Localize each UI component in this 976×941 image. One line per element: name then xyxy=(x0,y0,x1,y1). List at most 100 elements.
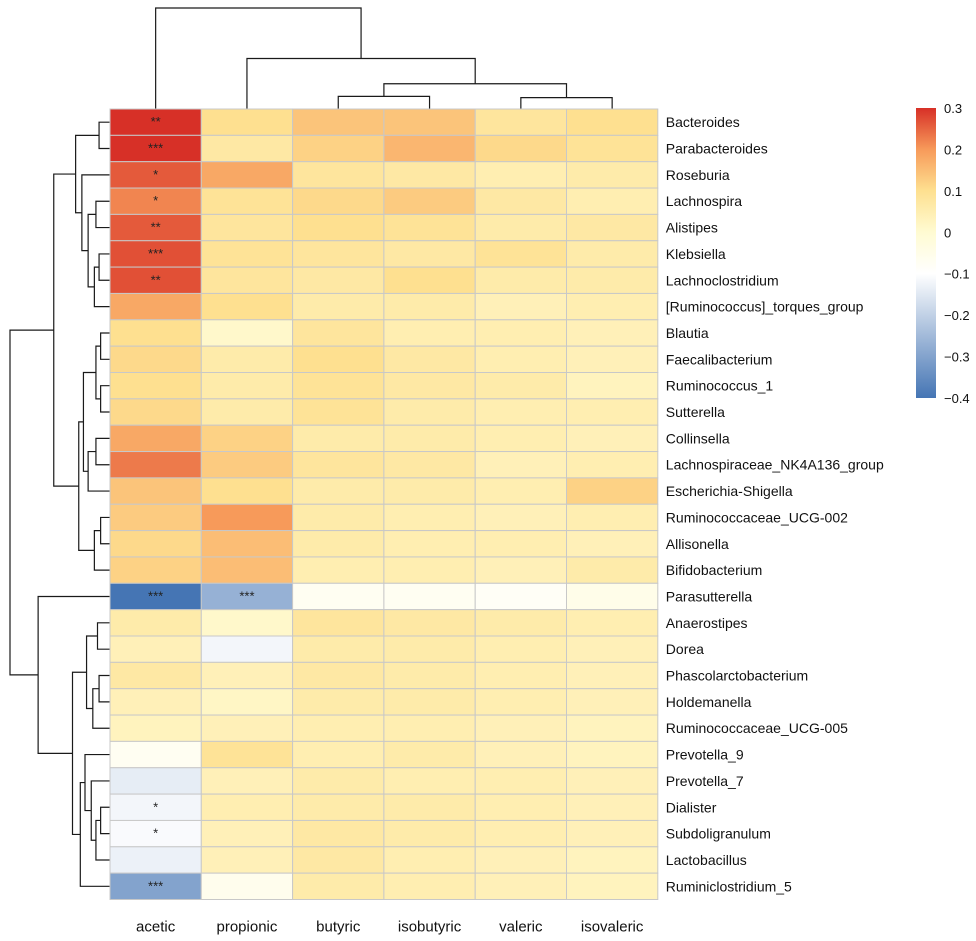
heatmap-cell xyxy=(200,503,294,532)
legend-tick-label: −0.4 xyxy=(944,391,970,406)
heatmap-cell xyxy=(200,767,294,795)
heatmap-cell xyxy=(292,372,385,400)
legend-tick-label: −0.3 xyxy=(944,350,970,365)
heatmap-cell xyxy=(109,292,202,321)
heatmap-cell xyxy=(292,872,385,901)
heatmap-cell xyxy=(292,477,385,505)
heatmap-cell xyxy=(566,846,659,874)
heatmap-cell xyxy=(109,661,202,690)
heatmap-cell xyxy=(383,530,476,558)
heatmap-cell xyxy=(566,451,659,479)
heatmap-cell xyxy=(474,292,568,321)
row-label: Dorea xyxy=(666,641,704,657)
dendrogram-branch xyxy=(98,121,110,150)
heatmap-cell xyxy=(383,213,476,242)
dendrogram-branch xyxy=(98,674,110,703)
significance-mark: ** xyxy=(151,220,161,235)
heatmap-cell xyxy=(109,872,202,901)
heatmap-cell xyxy=(566,108,659,136)
row-label: Alistipes xyxy=(666,220,718,236)
column-label: butyric xyxy=(316,919,361,936)
heatmap-cell xyxy=(109,635,202,663)
heatmap-cell xyxy=(383,319,476,347)
heatmap-cell xyxy=(383,424,476,453)
heatmap-cell xyxy=(109,477,202,505)
heatmap-cell xyxy=(109,556,202,584)
dendrogram-branch xyxy=(337,95,431,109)
heatmap-cell xyxy=(474,846,568,874)
heatmap-cell xyxy=(292,345,385,373)
heatmap-cell xyxy=(566,161,659,189)
heatmap-cell xyxy=(474,530,568,558)
heatmap-cell xyxy=(383,345,476,373)
heatmap-cell xyxy=(474,424,568,453)
heatmap-cell xyxy=(200,477,294,505)
dendrogram-branch xyxy=(78,421,95,551)
dendrogram-branch xyxy=(93,530,110,571)
row-label: Klebsiella xyxy=(666,246,726,262)
heatmap-cell xyxy=(200,451,294,479)
heatmap-cell xyxy=(383,503,476,532)
heatmap-cell xyxy=(383,819,476,848)
significance-marks: ***************** ******** xyxy=(148,114,254,893)
dendrogram-branch xyxy=(82,371,96,472)
significance-mark: * xyxy=(153,799,158,814)
row-label: Anaerostipes xyxy=(666,615,748,631)
heatmap-cell xyxy=(200,793,294,821)
legend-tick-label: 0 xyxy=(944,225,951,240)
heatmap-cell xyxy=(109,398,202,426)
row-label: Parasutterella xyxy=(666,588,753,604)
heatmap-cell xyxy=(566,266,659,294)
heatmap-cell xyxy=(383,688,476,716)
heatmap-cell xyxy=(200,556,294,584)
legend-tick-label: 0.2 xyxy=(944,142,962,157)
dendrogram-branch xyxy=(95,437,110,466)
column-label: isobutyric xyxy=(398,919,462,936)
heatmap-cell xyxy=(383,451,476,479)
heatmap-cell xyxy=(566,477,659,505)
heatmap-cell xyxy=(292,424,385,453)
row-label: Bacteroides xyxy=(666,114,740,130)
heatmap-cell xyxy=(383,740,476,769)
heatmap-cell xyxy=(566,688,659,716)
heatmap-cell xyxy=(566,767,659,795)
heatmap-cell xyxy=(200,372,294,400)
heatmap-cell xyxy=(383,187,476,215)
row-label: Blautia xyxy=(666,325,709,341)
row-label: Roseburia xyxy=(666,167,730,183)
heatmap-cell xyxy=(292,714,385,742)
heatmap-cell xyxy=(383,372,476,400)
dendrogram-branch xyxy=(92,688,110,729)
heatmap-cell xyxy=(200,530,294,558)
heatmap-cell xyxy=(292,503,385,532)
heatmap-cell xyxy=(566,714,659,742)
heatmap-cell xyxy=(566,398,659,426)
significance-mark: *** xyxy=(148,588,163,603)
heatmap-cell xyxy=(292,582,385,611)
dendrogram-branch xyxy=(100,332,110,360)
heatmap-cell xyxy=(474,345,568,373)
heatmap-cell xyxy=(200,819,294,848)
heatmap-cell xyxy=(200,635,294,663)
heatmap-cell xyxy=(474,793,568,821)
heatmap-cell xyxy=(474,398,568,426)
heatmap-cell xyxy=(383,161,476,189)
heatmap-cell xyxy=(474,819,568,848)
heatmap-cell xyxy=(474,661,568,690)
row-label: Ruminiclostridium_5 xyxy=(666,878,792,894)
heatmap-cell xyxy=(566,793,659,821)
heatmap-cell xyxy=(383,846,476,874)
heatmap-cell xyxy=(200,661,294,690)
column-label: acetic xyxy=(136,919,176,936)
heatmap-cell xyxy=(292,451,385,479)
heatmap-cell xyxy=(383,767,476,795)
row-label: Sutterella xyxy=(666,404,725,420)
heatmap-cell xyxy=(109,688,202,716)
heatmap-cell xyxy=(292,398,385,426)
row-label: [Ruminococcus]_torques_group xyxy=(666,299,864,315)
row-labels: Bacteroides Parabacteroides Roseburia Lachn… xyxy=(666,114,884,894)
dendrogram-branch xyxy=(84,753,110,812)
dendrogram-branch xyxy=(85,635,98,710)
heatmap-cell xyxy=(292,108,385,136)
heatmap-cell xyxy=(200,266,294,294)
